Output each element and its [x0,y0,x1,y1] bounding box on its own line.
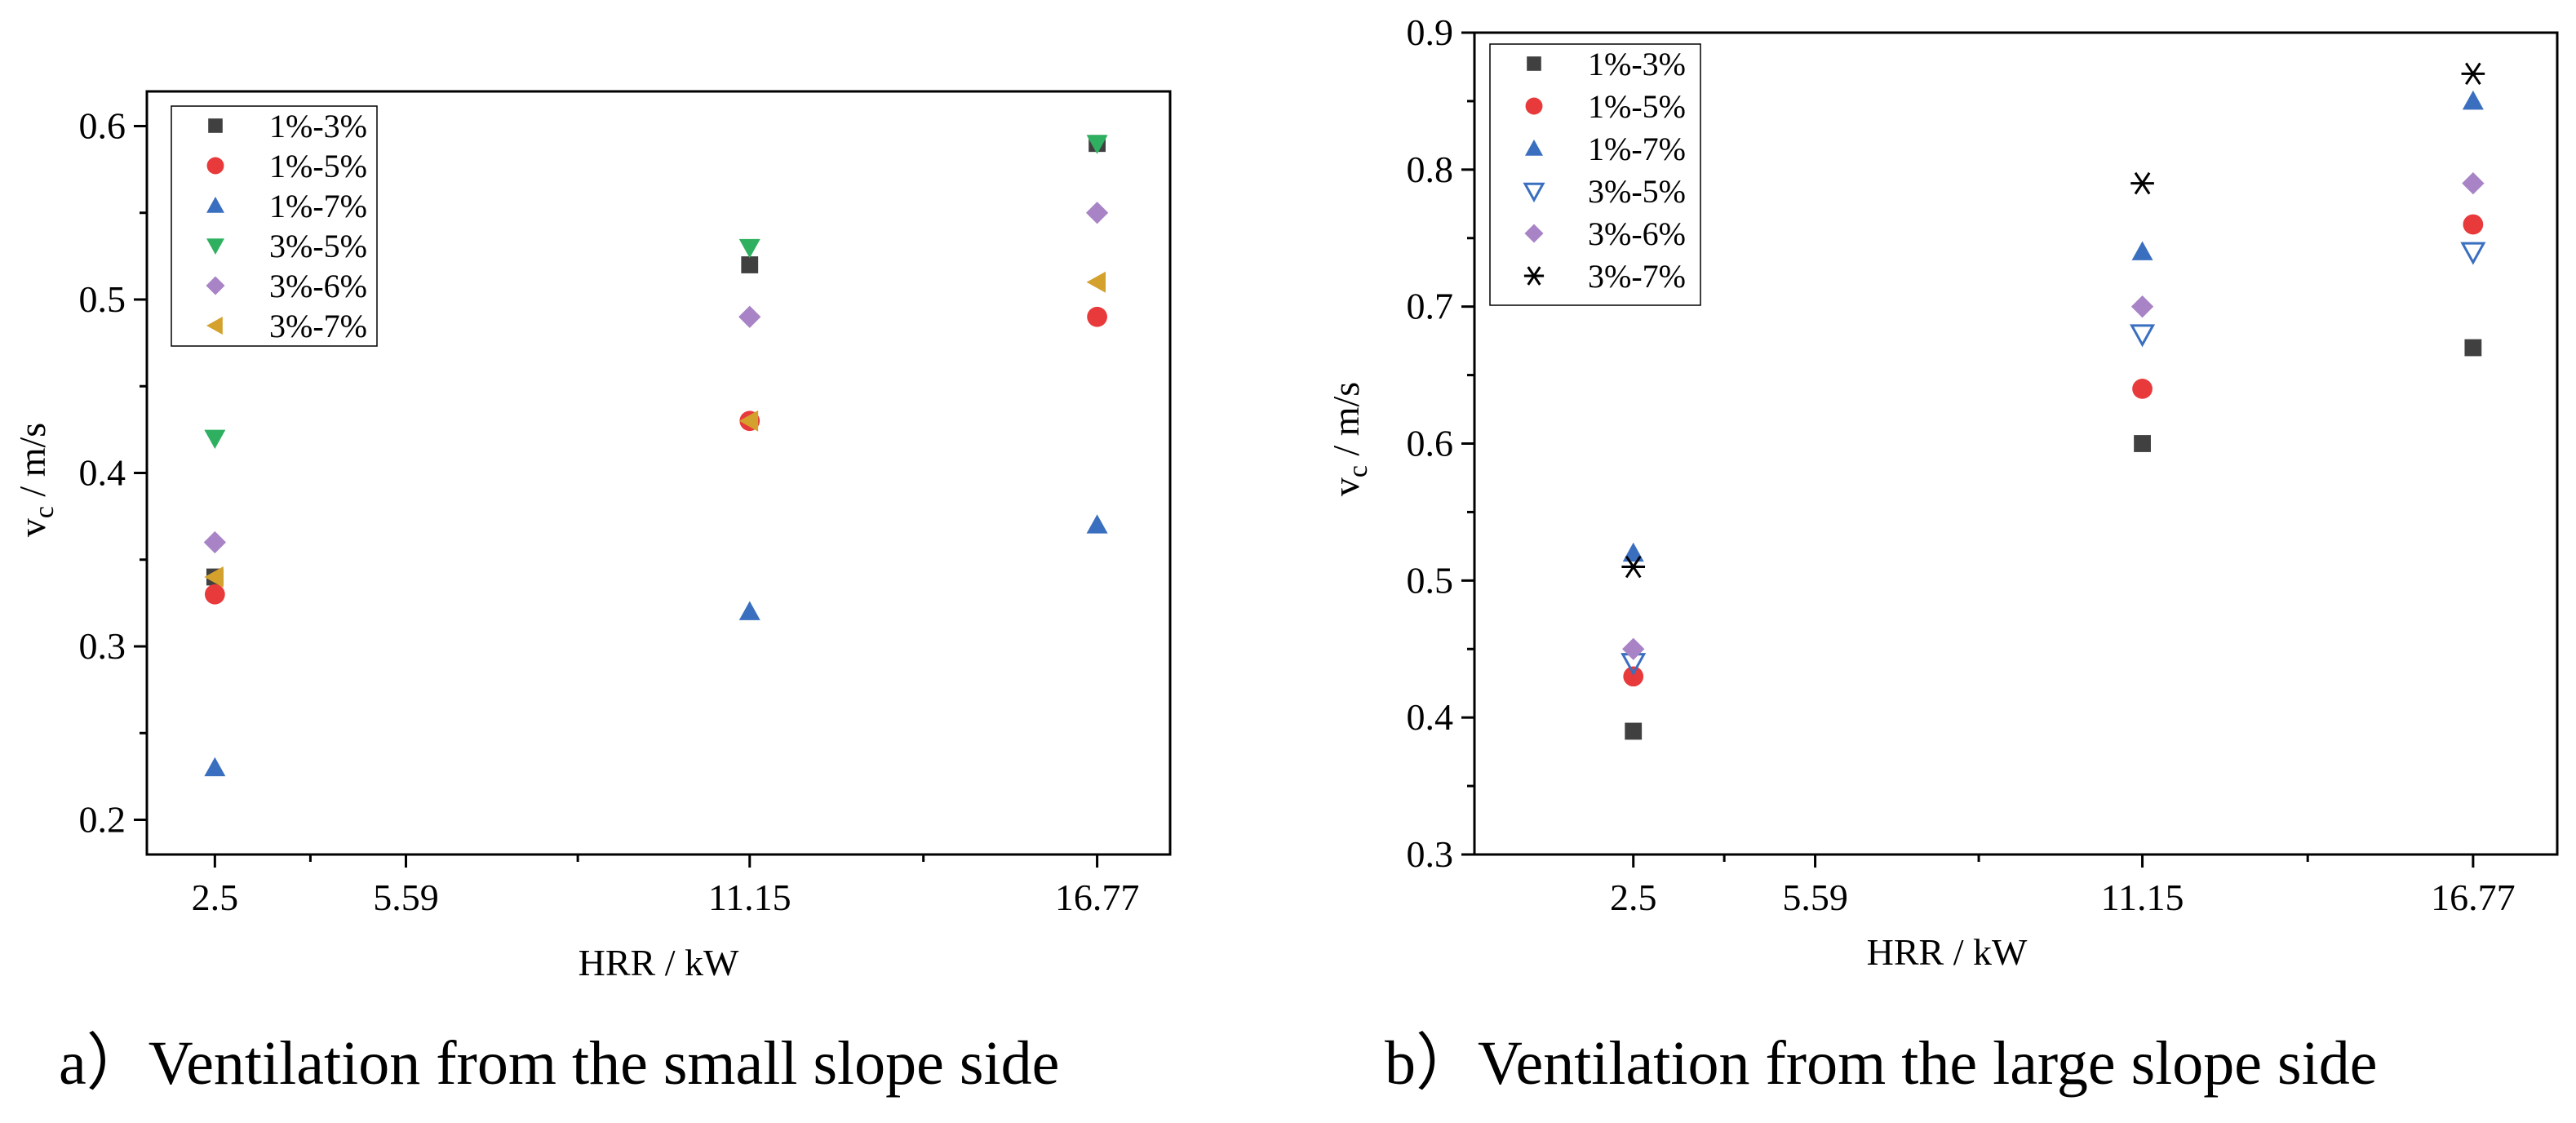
panel-a-y-axis-label: vc / m/s [11,423,60,537]
panel-a-caption: a）Ventilation from the small slope side [59,1029,1059,1098]
x-tick-label: 5.59 [1782,877,1848,918]
data-point [1621,555,1646,579]
data-point [1623,666,1644,687]
panel-a-y-axis-symbol: v [11,518,53,537]
legend-marker [206,197,224,213]
data-point [204,584,225,605]
y-tick-label: 0.3 [1407,833,1454,875]
y-tick-label: 0.3 [79,625,126,667]
panel-a-x-axis-label: HRR / kW [579,942,739,983]
y-tick-label: 0.2 [79,799,126,841]
data-point [204,757,226,777]
legend-marker [1523,266,1545,286]
data-point [738,238,760,259]
legend-marker [1525,140,1543,156]
y-tick-label: 0.4 [1407,696,1454,738]
legend-marker [206,238,224,255]
data-point [1086,271,1106,293]
data-point [1625,722,1643,740]
data-point [738,601,760,620]
data-point [203,530,226,554]
y-tick-label: 0.5 [1407,559,1454,601]
x-tick-label: 11.15 [2101,877,2184,918]
data-point [2132,379,2153,399]
data-point [2134,435,2151,452]
y-tick-label: 0.7 [1407,286,1454,327]
legend-marker [206,276,225,295]
panel-a-small-slope: a）Ventilation from the small slope side … [11,90,1172,1098]
panel-b-caption: b）Ventilation from the large slope side [1385,1029,2377,1098]
legend-entry-label: 1%-5% [269,148,367,184]
legend-entry-label: 3%-7% [269,308,367,344]
panel-a-y-axis-subscript: c [29,506,60,518]
legend-entry-label: 3%-5% [1588,173,1686,210]
data-point [2460,242,2486,265]
x-tick-label: 16.77 [2431,877,2516,918]
y-tick-label: 0.5 [79,278,126,320]
legend-entry-label: 1%-5% [1588,88,1686,125]
legend-entry-label: 3%-6% [269,268,367,304]
data-point [741,256,759,273]
panel-b-y-axis-subscript: c [1343,465,1373,477]
x-tick-label: 2.5 [1610,877,1657,918]
data-point [2463,214,2484,235]
y-tick-label: 0.4 [79,452,126,494]
data-point [738,305,761,328]
data-point [1086,514,1108,534]
legend-entry-label: 1%-7% [269,188,367,224]
legend-entry-label: 3%-6% [1588,215,1686,252]
legend-marker [1527,56,1541,71]
data-point [1086,135,1108,154]
legend-entry-label: 3%-5% [269,228,367,264]
legend-marker [1523,182,1545,203]
panel-a-y-axis-unit: / m/s [11,423,53,506]
data-point [2462,90,2484,110]
x-tick-label: 2.5 [192,877,239,918]
legend-entry-label: 3%-7% [1588,258,1686,295]
data-point [1085,202,1109,224]
panel-a-legend: 1%-3% 1%-5% 1%-7% 3%-5% 3%-6% 3%-7% [171,105,378,347]
panel-b-legend: 1%-3% 1%-5% 1%-7% 3%-5% 3%-6% 3%-7% [1489,43,1701,306]
x-tick-label: 5.59 [373,877,439,918]
data-point [738,410,759,432]
panel-b-large-slope: b）Ventilation from the large slope side … [1325,11,2559,1098]
y-tick-label: 0.8 [1407,149,1454,190]
y-tick-label: 0.6 [1407,423,1454,464]
legend-marker [1524,224,1544,243]
data-point [2130,295,2154,318]
data-point [2461,62,2485,86]
legend-marker [208,118,223,133]
data-point [1087,306,1107,327]
legend-box [171,105,378,347]
panel-b-y-axis-unit: / m/s [1325,382,1367,465]
y-tick-label: 0.9 [1407,11,1454,53]
data-point [2464,339,2482,357]
legend-marker [1525,97,1543,115]
data-point [2462,171,2485,195]
panel-b-x-axis-label: HRR / kW [1867,931,2028,973]
panel-b-y-axis-label: vc / m/s [1325,382,1373,496]
legend-entry-label: 1%-3% [1588,46,1686,82]
legend-entry-label: 1%-3% [269,108,367,144]
data-point [204,429,226,449]
legend-box [1489,43,1701,306]
data-point [1622,637,1645,660]
y-tick-label: 0.6 [79,105,126,147]
data-point [2130,324,2156,348]
legend-entry-label: 1%-7% [1588,131,1686,167]
panel-b-y-axis-symbol: v [1325,477,1367,496]
x-tick-label: 11.15 [708,877,791,918]
x-tick-label: 16.77 [1055,877,1140,918]
data-point [2131,241,2153,260]
data-point [204,566,224,588]
legend-marker [206,157,224,175]
data-point [2130,171,2154,195]
legend-marker [206,317,223,335]
